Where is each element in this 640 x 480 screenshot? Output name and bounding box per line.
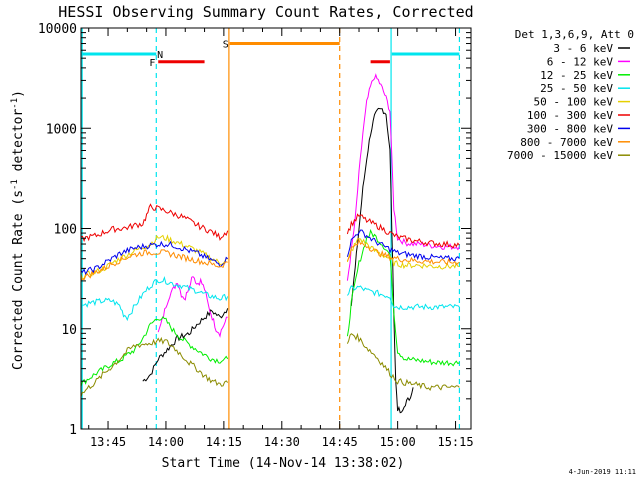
series-line-4-seg-1: [346, 238, 460, 270]
x-tick-label-5: 15:00: [380, 435, 416, 449]
legend-header: Det 1,3,6,9, Att 0: [515, 28, 634, 41]
x-tick-label-2: 14:15: [206, 435, 242, 449]
x-axis-label: Start Time (14-Nov-14 13:38:02): [162, 456, 405, 471]
y-tick-label-1: 10: [61, 323, 77, 338]
x-tick-label-3: 14:30: [264, 435, 300, 449]
series-line-6-seg-0: [81, 240, 229, 276]
legend-entry-label-3: 25 - 50 keV: [540, 82, 613, 95]
y-tick-label-4: 10000: [38, 22, 77, 37]
state-bar-label-0: N: [157, 50, 163, 61]
series-line-3-seg-0: [81, 275, 229, 322]
legend-entry-label-0: 3 - 6 keV: [553, 42, 613, 55]
legend-entry-label-2: 12 - 25 keV: [540, 69, 613, 82]
state-bar-label-4: S: [223, 40, 229, 51]
series-line-2-seg-0: [81, 316, 229, 387]
generation-timestamp: 4-Jun-2019 11:11: [569, 468, 636, 476]
series-line-5-seg-1: [346, 213, 460, 249]
series-line-1-seg-1: [346, 73, 460, 281]
legend-entry-label-7: 800 - 7000 keV: [520, 136, 613, 149]
legend-entry-label-1: 6 - 12 keV: [547, 55, 614, 68]
legend-entry-label-6: 300 - 800 keV: [527, 122, 613, 135]
x-tick-label-1: 14:00: [148, 435, 184, 449]
series-line-7-seg-1: [346, 238, 460, 266]
y-tick-label-2: 100: [54, 223, 77, 238]
series-line-8-seg-0: [81, 336, 229, 397]
y-tick-label-0: 1: [69, 423, 77, 438]
series-line-5-seg-0: [81, 203, 229, 243]
series-line-8-seg-1: [346, 332, 460, 392]
legend-entry-label-5: 100 - 300 keV: [527, 109, 613, 122]
series-line-1-seg-0: [157, 276, 228, 338]
state-bar-label-2: F: [149, 58, 155, 69]
plot-frame: [80, 27, 472, 430]
series-line-0-seg-1: [350, 107, 414, 414]
legend-entry-label-4: 50 - 100 keV: [534, 96, 614, 109]
series-line-3-seg-1: [346, 285, 460, 311]
series-line-6-seg-1: [346, 229, 460, 262]
y-axis-label: Corrected Count Rate (s-1 detector-1): [10, 90, 26, 370]
plot-area: NF S 13:45 14:00 14:15 14:30 14:45 15:00 15:15 1…: [38, 22, 474, 449]
x-tick-label-4: 14:45: [322, 435, 358, 449]
series-line-2-seg-1: [346, 228, 460, 367]
svg-text:Corrected Count Rate (s-1 dete: Corrected Count Rate (s-1 detector-1): [10, 90, 26, 370]
y-tick-label-3: 1000: [46, 122, 77, 137]
chart-title: HESSI Observing Summary Count Rates, Cor…: [58, 3, 473, 21]
x-tick-label-0: 13:45: [90, 435, 126, 449]
x-tick-label-6: 15:15: [437, 435, 473, 449]
series-line-7-seg-0: [81, 249, 228, 281]
series-line-0-seg-0: [142, 308, 229, 382]
legend-entry-label-8: 7000 - 15000 keV: [507, 149, 613, 162]
